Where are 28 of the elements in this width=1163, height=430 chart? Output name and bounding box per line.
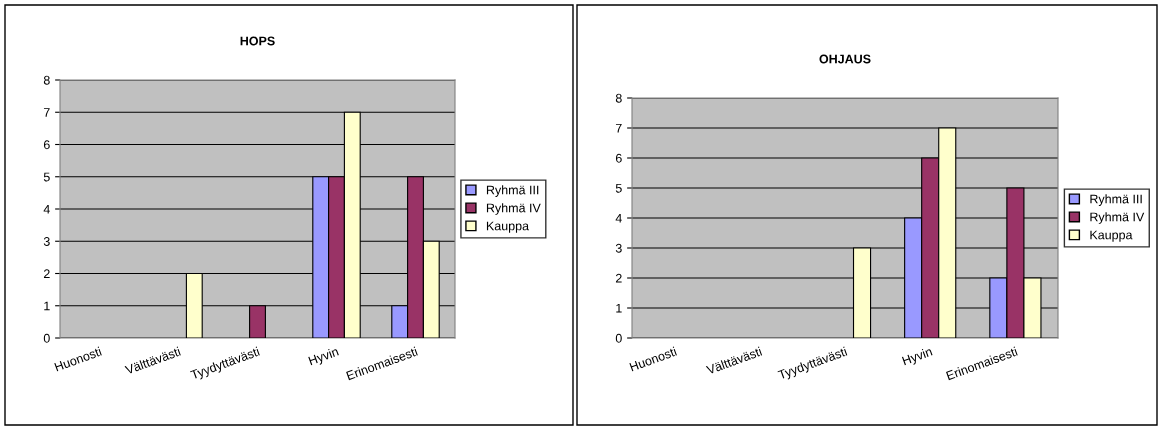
y-tick-label: 1 <box>44 301 50 311</box>
y-tick-label: 7 <box>43 108 50 117</box>
y-tick-label: 2 <box>615 273 622 283</box>
y-tick-label: 5 <box>615 183 622 193</box>
legend-label: Ryhmä III <box>486 185 539 197</box>
legend-label: Ryhmä IV <box>486 203 541 215</box>
y-tick-label: 3 <box>43 237 50 246</box>
y-tick-label: 4 <box>43 204 50 214</box>
y-tick-label: 3 <box>615 243 622 253</box>
legend-label: Kauppa <box>1090 230 1133 242</box>
x-tick-label: Hyvin <box>901 346 934 368</box>
chart-title: OHJAUS <box>819 54 871 64</box>
legend-label: Kauppa <box>486 221 530 233</box>
y-tick-label: 4 <box>615 213 622 223</box>
legend-label: Ryhmä III <box>1090 194 1142 206</box>
y-tick-label: 6 <box>43 140 50 150</box>
y-tick-label: 1 <box>616 303 622 313</box>
y-tick-label: 0 <box>615 333 622 343</box>
y-tick-label: 8 <box>615 93 622 103</box>
y-tick-label: 5 <box>43 172 50 182</box>
y-tick-label: 7 <box>615 123 622 133</box>
y-tick-label: 0 <box>43 333 50 343</box>
legend-label: Ryhmä IV <box>1090 212 1145 224</box>
y-tick-label: 6 <box>615 153 622 163</box>
x-tick-label: Hyvin <box>308 346 340 368</box>
y-tick-label: 8 <box>43 75 50 85</box>
chart-title: HOPS <box>240 36 275 46</box>
y-tick-label: 2 <box>43 269 50 279</box>
